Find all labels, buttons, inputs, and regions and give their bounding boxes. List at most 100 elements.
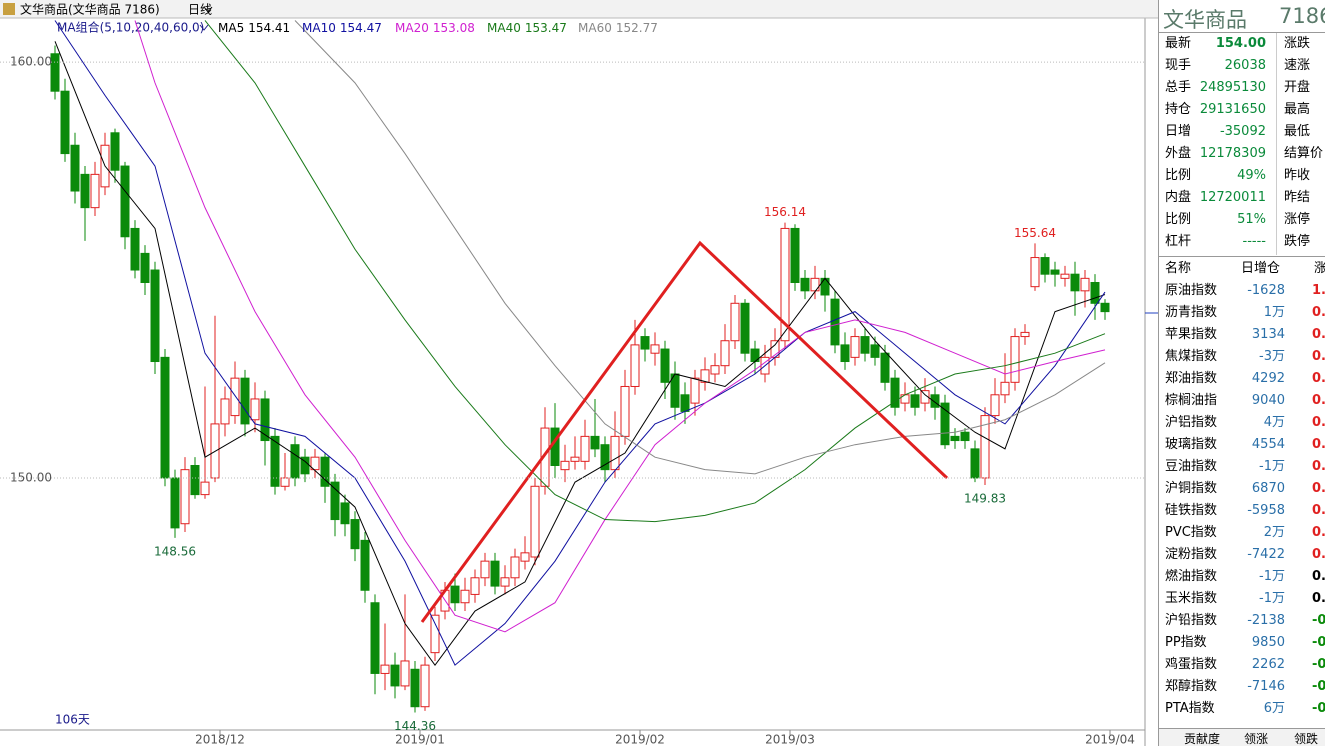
list-row[interactable]: 郑油指数 4292 0.5	[1159, 368, 1325, 390]
item-value: 1万	[1263, 305, 1285, 320]
candle-body	[530, 485, 540, 558]
item-change: -0.1	[1312, 701, 1325, 716]
item-name: 棕榈油指	[1165, 393, 1218, 408]
ma-line	[54, 20, 1106, 666]
panel-title: 文华商品	[1163, 8, 1247, 32]
candle-body	[830, 298, 840, 346]
item-change: 0.7	[1312, 415, 1325, 430]
list-row[interactable]: 豆油指数 -1万 0.4	[1159, 456, 1325, 478]
candle-body	[460, 589, 470, 604]
candle-body	[800, 277, 810, 292]
item-name: 沥青指数	[1165, 305, 1218, 320]
quote-value: -----	[1242, 234, 1266, 249]
candle-body	[350, 519, 360, 550]
item-name: 燃油指数	[1165, 569, 1218, 584]
candle-body	[450, 585, 460, 604]
ma-line	[294, 20, 1106, 475]
item-change: 0.6	[1312, 327, 1325, 342]
candle-body	[560, 460, 570, 471]
list-row[interactable]: 燃油指数 -1万 0.0	[1159, 566, 1325, 588]
list-row[interactable]: 玉米指数 -1万 0.0	[1159, 588, 1325, 610]
legend-value: 154.47	[340, 21, 382, 35]
panel-header: 文华商品 7186	[1159, 0, 1325, 33]
item-name: 豆油指数	[1165, 459, 1218, 474]
candle-body	[820, 277, 830, 296]
item-change: -0.0	[1312, 635, 1325, 650]
list-header-cell[interactable]: 涨	[1314, 258, 1325, 280]
tab[interactable]: 贡献度	[1184, 732, 1221, 746]
candle-body	[900, 394, 910, 404]
item-value: 6870	[1251, 481, 1285, 496]
candle-body	[230, 377, 240, 417]
list-header-cell[interactable]: 日增仓	[1241, 261, 1281, 276]
item-change: 0.2	[1312, 525, 1325, 540]
item-name: 沪铜指数	[1165, 481, 1218, 496]
plot-area	[50, 20, 1110, 713]
list-row[interactable]: 淀粉指数 -7422 0.1	[1159, 544, 1325, 566]
list-row[interactable]: 硅铁指数 -5958 0.3	[1159, 500, 1325, 522]
legend-name: MA60	[578, 21, 612, 35]
list-row[interactable]: 原油指数 -1628 1.0	[1159, 280, 1325, 302]
app-icon	[3, 3, 15, 15]
candle-body	[970, 448, 980, 479]
legend-title[interactable]: MA组合(5,10,20,40,60,0)	[57, 20, 204, 35]
list-row[interactable]: PVC指数 2万 0.2	[1159, 522, 1325, 544]
list-row[interactable]: 玻璃指数 4554 0.3	[1159, 434, 1325, 456]
candle-body	[880, 352, 890, 383]
list-row[interactable]: 沪铜指数 6870 0.1	[1159, 478, 1325, 500]
legend-dropdown[interactable]	[199, 24, 209, 31]
quote-row: 外盘 12178309 结算价	[1159, 143, 1325, 165]
period-dropdown[interactable]	[203, 6, 213, 13]
candle-body	[990, 394, 1000, 417]
quote-row: 现手 26038 速涨	[1159, 55, 1325, 77]
candle-body	[80, 173, 90, 209]
list-row[interactable]: PP指数 9850 -0.0	[1159, 632, 1325, 654]
item-value: 6万	[1263, 701, 1285, 716]
list-row[interactable]: 沪铝指数 4万 0.7	[1159, 412, 1325, 434]
list-row[interactable]: 苹果指数 3134 0.6	[1159, 324, 1325, 346]
list-row[interactable]: 鸡蛋指数 2262 -0.0	[1159, 654, 1325, 676]
list-row[interactable]: 郑醇指数 -7146 -0.0	[1159, 676, 1325, 698]
tab[interactable]: 领跌	[1294, 732, 1319, 746]
list-header-cell[interactable]: 名称	[1165, 261, 1192, 276]
list-header: 名称 日增仓 涨	[1159, 258, 1325, 280]
candle-body	[280, 477, 290, 487]
quote-value: 154.00	[1215, 36, 1266, 51]
legend-value: 153.47	[525, 21, 567, 35]
list-row[interactable]: 沥青指数 1万 0.7	[1159, 302, 1325, 324]
x-tick-label: 2019/04	[1085, 733, 1135, 746]
item-value: -2138	[1247, 613, 1285, 628]
candle-body	[60, 90, 70, 155]
candle-body	[170, 477, 180, 529]
candle-body	[90, 173, 100, 209]
candle-body	[890, 377, 900, 408]
list-row[interactable]: 沪铅指数 -2138 -0.0	[1159, 610, 1325, 632]
day-count: 106天	[55, 713, 90, 727]
period[interactable]: 日线	[188, 3, 212, 17]
candle-body	[1030, 257, 1040, 288]
x-tick-label: 2018/12	[195, 733, 245, 746]
list-row[interactable]: PTA指数 6万 -0.1	[1159, 698, 1325, 720]
candle-body	[340, 502, 350, 525]
item-change: -0.0	[1312, 657, 1325, 672]
item-name: 焦煤指数	[1165, 349, 1218, 364]
list-row[interactable]: 棕榈油指 9040 0.7	[1159, 390, 1325, 412]
quote-label: 比例	[1165, 212, 1192, 227]
item-value: 4554	[1251, 437, 1285, 452]
item-name: PTA指数	[1165, 701, 1215, 716]
item-value: -3万	[1259, 349, 1285, 364]
candle-body	[400, 660, 410, 687]
item-value: 4292	[1251, 371, 1285, 386]
candle-body	[700, 369, 710, 383]
item-change: -0.0	[1312, 613, 1325, 628]
quote-label: 速涨	[1284, 58, 1311, 73]
candle-body	[690, 377, 700, 404]
quote-label: 日增	[1165, 124, 1192, 139]
item-name: 硅铁指数	[1165, 503, 1218, 518]
list-row[interactable]: 焦煤指数 -3万 0.4	[1159, 346, 1325, 368]
candle-body	[490, 560, 500, 587]
candle-body	[630, 344, 640, 387]
x-tick-label: 2019/03	[765, 733, 815, 746]
tab[interactable]: 领涨	[1244, 732, 1269, 746]
candle-body	[330, 481, 340, 521]
